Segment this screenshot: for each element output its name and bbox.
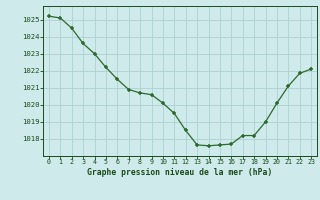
- X-axis label: Graphe pression niveau de la mer (hPa): Graphe pression niveau de la mer (hPa): [87, 168, 273, 177]
